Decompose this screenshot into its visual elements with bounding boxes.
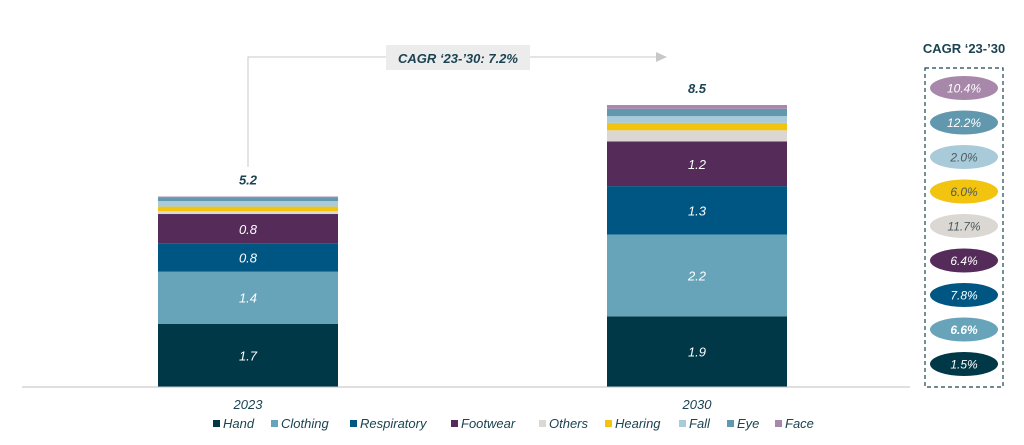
legend-label-clothing: Clothing bbox=[281, 416, 329, 431]
legend-swatch-fall bbox=[679, 420, 686, 427]
cagr-value-hand: 1.5% bbox=[950, 358, 978, 372]
legend: Hand Clothing Respiratory Footwear Others Hea… bbox=[213, 416, 814, 431]
legend-label-face: Face bbox=[785, 416, 814, 431]
cagr-panel-border bbox=[924, 67, 1004, 388]
bar-footwear-2023 bbox=[158, 214, 338, 244]
bar-clothing-2023 bbox=[158, 271, 338, 324]
bar-hand-2023 bbox=[158, 323, 338, 387]
bar-respiratory-2023 bbox=[158, 243, 338, 272]
bar-hand-2030 bbox=[607, 316, 787, 387]
legend-swatch-face bbox=[775, 420, 782, 427]
bar-others-2030 bbox=[607, 130, 787, 142]
legend-label-footwear: Footwear bbox=[461, 416, 516, 431]
bar-eye-2023 bbox=[158, 198, 338, 201]
bar-hearing-2030 bbox=[607, 122, 787, 131]
bars-group: 1.7 1.4 0.8 0.8 1.9 2.2 1.3 1.2 bbox=[158, 105, 787, 387]
legend-swatch-hand bbox=[213, 420, 220, 427]
bar-face-2030 bbox=[607, 105, 787, 109]
cagr-oval-clothing bbox=[930, 317, 998, 342]
data-label-respiratory-2030: 1.3 bbox=[688, 203, 707, 218]
cagr-oval-fall bbox=[930, 145, 998, 169]
legend-label-fall: Fall bbox=[689, 416, 711, 431]
cagr-oval-hand bbox=[930, 352, 998, 376]
cagr-connector-left bbox=[247, 56, 386, 167]
total-label-2023: 5.2 bbox=[239, 173, 258, 188]
legend-swatch-eye bbox=[727, 420, 734, 427]
cagr-value-face: 10.4% bbox=[947, 82, 981, 96]
cagr-oval-footwear bbox=[930, 248, 998, 273]
cagr-value-others: 11.7% bbox=[947, 220, 980, 234]
legend-swatch-respiratory bbox=[350, 420, 357, 427]
cagr-value-footwear: 6.4% bbox=[950, 254, 978, 268]
cagr-oval-hearing bbox=[930, 179, 998, 204]
x-tick-label-2023: 2023 bbox=[233, 397, 264, 412]
bar-respiratory-2030 bbox=[607, 186, 787, 235]
cagr-panel-title: CAGR ‘23-’30 bbox=[923, 41, 1005, 56]
data-label-respiratory-2023: 0.8 bbox=[239, 251, 258, 266]
bar-footwear-2030 bbox=[607, 141, 787, 187]
data-label-footwear-2030: 1.2 bbox=[688, 157, 707, 172]
cagr-oval-eye bbox=[930, 110, 998, 135]
cagr-value-respiratory: 7.8% bbox=[950, 289, 978, 303]
bar-hearing-2023 bbox=[158, 206, 338, 212]
total-label-2030: 8.5 bbox=[688, 81, 707, 96]
x-axis-labels: 2023 2030 bbox=[233, 397, 713, 412]
legend-swatch-footwear bbox=[451, 420, 458, 427]
data-label-hand-2023: 1.7 bbox=[239, 348, 258, 363]
cagr-ovals: 10.4% 12.2% 2.0% 6.0% 11.7% 6.4% 7.8% 6.6% 1.5% bbox=[930, 76, 998, 376]
bar-eye-2030 bbox=[607, 108, 787, 117]
bar-face-2023 bbox=[158, 196, 338, 199]
data-label-footwear-2023: 0.8 bbox=[239, 222, 258, 237]
bar-fall-2023 bbox=[158, 201, 338, 207]
legend-swatch-clothing bbox=[271, 420, 278, 427]
cagr-oval-face bbox=[930, 76, 998, 100]
bar-clothing-2030 bbox=[607, 234, 787, 317]
data-label-clothing-2023: 1.4 bbox=[239, 291, 257, 306]
legend-label-others: Others bbox=[549, 416, 589, 431]
cagr-annotation-box bbox=[386, 45, 530, 70]
cagr-oval-respiratory bbox=[930, 283, 998, 307]
cagr-value-fall: 2.0% bbox=[949, 151, 978, 165]
bar-others-2023 bbox=[158, 211, 338, 215]
cagr-value-clothing: 6.6% bbox=[950, 323, 978, 337]
data-label-clothing-2030: 2.2 bbox=[687, 268, 707, 283]
x-tick-label-2030: 2030 bbox=[682, 397, 713, 412]
total-labels: 5.2 8.5 bbox=[239, 81, 707, 188]
legend-label-respiratory: Respiratory bbox=[360, 416, 428, 431]
data-label-hand-2030: 1.9 bbox=[688, 345, 706, 360]
cagr-value-eye: 12.2% bbox=[947, 116, 981, 130]
cagr-oval-others bbox=[930, 214, 998, 238]
cagr-value-hearing: 6.0% bbox=[950, 185, 978, 199]
legend-label-hand: Hand bbox=[223, 416, 255, 431]
legend-label-eye: Eye bbox=[737, 416, 759, 431]
bar-fall-2030 bbox=[607, 116, 787, 123]
legend-swatch-hearing bbox=[605, 420, 612, 427]
legend-swatch-others bbox=[539, 420, 546, 427]
cagr-annotation-text: CAGR ‘23-’30: 7.2% bbox=[398, 51, 518, 66]
arrow-head-icon bbox=[656, 52, 667, 62]
legend-label-hearing: Hearing bbox=[615, 416, 661, 431]
